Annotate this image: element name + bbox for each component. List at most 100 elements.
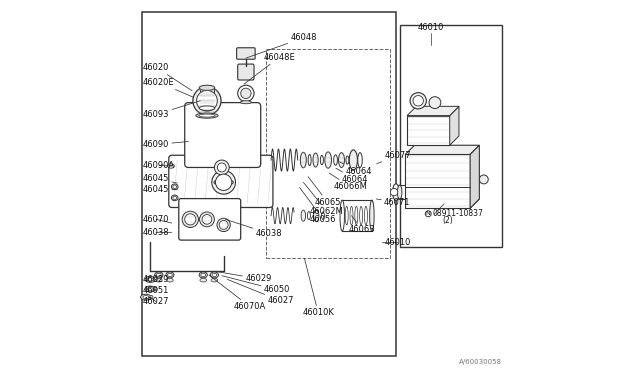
Circle shape	[410, 93, 426, 109]
Text: 46029: 46029	[143, 275, 169, 284]
Text: 46020: 46020	[143, 63, 192, 91]
Ellipse shape	[147, 287, 153, 291]
Text: 46090: 46090	[143, 140, 188, 149]
Polygon shape	[407, 106, 459, 116]
Text: 46050: 46050	[222, 276, 290, 294]
Ellipse shape	[397, 185, 402, 199]
Ellipse shape	[211, 272, 218, 278]
Text: A/60030058: A/60030058	[459, 359, 502, 365]
Ellipse shape	[155, 272, 163, 278]
Circle shape	[241, 88, 251, 99]
Circle shape	[212, 170, 236, 194]
Text: 08911-10837: 08911-10837	[432, 209, 483, 218]
Polygon shape	[405, 145, 479, 154]
Text: 46020E: 46020E	[143, 78, 193, 97]
Ellipse shape	[355, 206, 358, 225]
Ellipse shape	[166, 278, 173, 282]
Text: 46048E: 46048E	[244, 52, 296, 84]
Circle shape	[218, 163, 226, 172]
Ellipse shape	[346, 156, 349, 164]
Ellipse shape	[345, 206, 348, 225]
Bar	[266, 49, 390, 258]
Text: N: N	[426, 211, 431, 216]
Ellipse shape	[143, 295, 148, 299]
Ellipse shape	[168, 164, 174, 168]
FancyBboxPatch shape	[185, 103, 260, 167]
Ellipse shape	[364, 206, 367, 225]
Circle shape	[425, 211, 431, 217]
Text: 46045: 46045	[143, 174, 177, 183]
Text: 46070A: 46070A	[209, 275, 266, 311]
Text: 46056: 46056	[300, 187, 337, 224]
Circle shape	[214, 160, 229, 175]
Ellipse shape	[150, 295, 153, 299]
Text: 46064: 46064	[336, 168, 368, 184]
Ellipse shape	[173, 185, 177, 188]
Ellipse shape	[141, 294, 151, 300]
Text: 46045: 46045	[143, 185, 177, 194]
Polygon shape	[405, 154, 470, 208]
Circle shape	[237, 85, 254, 102]
Text: 46010: 46010	[382, 238, 412, 247]
Text: (2): (2)	[442, 216, 453, 225]
Ellipse shape	[154, 287, 157, 291]
Text: 46066M: 46066M	[329, 173, 367, 191]
Ellipse shape	[211, 278, 218, 282]
Ellipse shape	[339, 153, 344, 167]
Ellipse shape	[199, 272, 207, 278]
Ellipse shape	[349, 150, 357, 170]
Text: 46051: 46051	[143, 286, 169, 295]
Ellipse shape	[154, 278, 157, 281]
Ellipse shape	[173, 196, 177, 199]
Circle shape	[196, 90, 218, 111]
Bar	[142, 12, 396, 356]
Text: 46038: 46038	[225, 219, 282, 238]
Ellipse shape	[196, 113, 218, 118]
Ellipse shape	[200, 278, 207, 282]
Text: 46090A: 46090A	[143, 161, 175, 170]
Circle shape	[479, 175, 488, 184]
Ellipse shape	[201, 273, 205, 277]
Ellipse shape	[168, 273, 172, 277]
Circle shape	[202, 215, 212, 224]
Ellipse shape	[166, 272, 174, 278]
Text: 46070: 46070	[143, 215, 172, 224]
Text: 46077: 46077	[377, 151, 411, 164]
Ellipse shape	[156, 278, 162, 282]
Ellipse shape	[358, 153, 362, 167]
Circle shape	[185, 214, 196, 225]
Circle shape	[219, 221, 228, 230]
Text: 46029: 46029	[214, 271, 271, 283]
Ellipse shape	[308, 154, 311, 166]
Circle shape	[216, 174, 232, 190]
Text: 46048: 46048	[246, 33, 317, 58]
Ellipse shape	[214, 179, 233, 186]
Polygon shape	[405, 199, 479, 208]
Ellipse shape	[392, 184, 399, 201]
FancyBboxPatch shape	[169, 155, 273, 208]
Bar	[400, 25, 502, 247]
Ellipse shape	[145, 286, 156, 292]
Ellipse shape	[199, 106, 215, 110]
Text: 46065: 46065	[308, 177, 341, 207]
Ellipse shape	[145, 276, 156, 282]
Ellipse shape	[370, 200, 374, 231]
Ellipse shape	[156, 273, 161, 277]
FancyBboxPatch shape	[237, 64, 254, 80]
Circle shape	[390, 188, 398, 196]
Text: 46063: 46063	[349, 216, 376, 234]
Ellipse shape	[147, 278, 153, 281]
Circle shape	[200, 212, 214, 227]
Ellipse shape	[301, 210, 305, 221]
Circle shape	[217, 218, 230, 232]
Text: 46062M: 46062M	[303, 182, 344, 216]
Text: 46010K: 46010K	[302, 258, 334, 317]
Bar	[200, 88, 214, 108]
Circle shape	[182, 211, 198, 228]
Ellipse shape	[350, 206, 353, 225]
Ellipse shape	[199, 85, 215, 90]
Circle shape	[429, 97, 441, 109]
Circle shape	[193, 87, 221, 115]
Circle shape	[413, 96, 424, 106]
Ellipse shape	[321, 155, 323, 165]
